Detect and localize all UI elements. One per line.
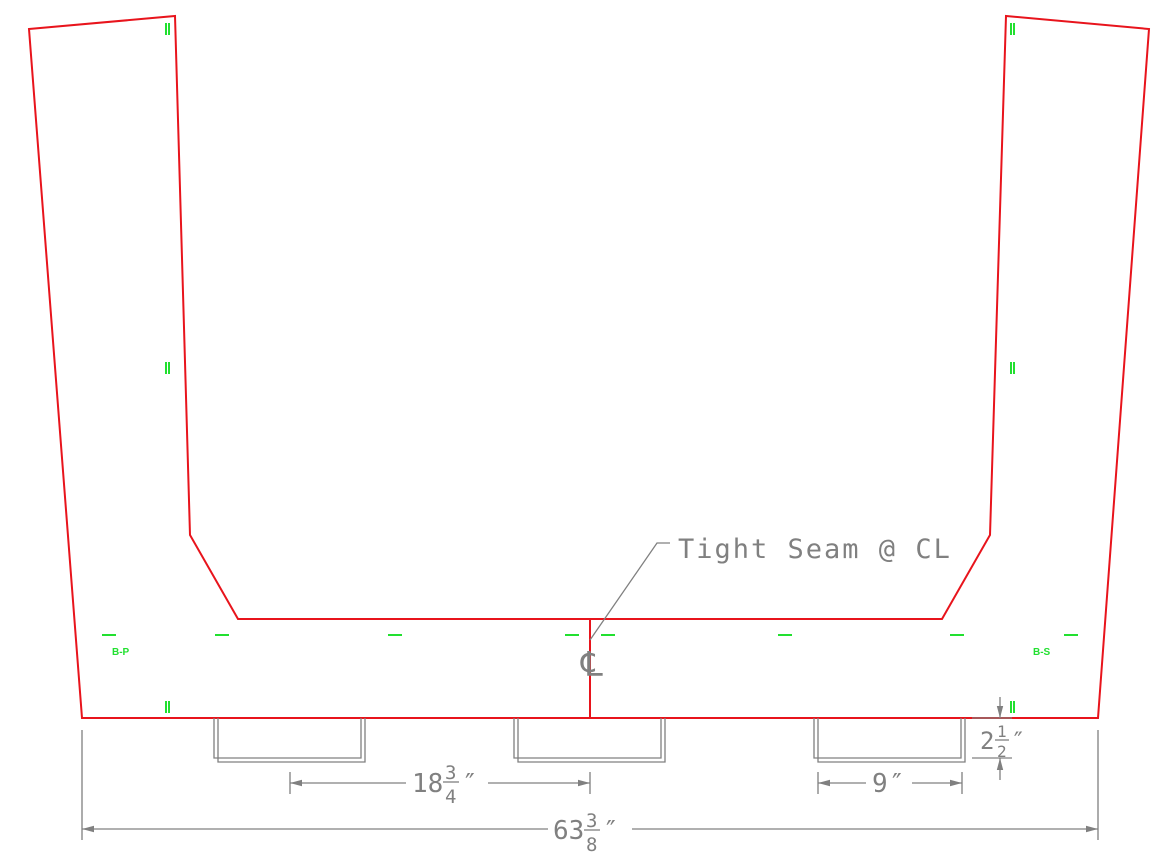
svg-text:18: 18 xyxy=(412,769,443,799)
svg-text:2: 2 xyxy=(980,727,994,755)
svg-text:8: 8 xyxy=(586,834,597,856)
svg-text:3: 3 xyxy=(586,810,597,832)
centerline-symbol: ℄ xyxy=(580,645,603,685)
svg-text:″: ″ xyxy=(462,769,478,799)
svg-text:″: ″ xyxy=(603,816,619,846)
half-dimension-text: 18 3 4 ″ xyxy=(412,762,478,808)
seam-leader xyxy=(589,542,670,641)
seam-note: Tight Seam @ CL xyxy=(678,534,952,565)
panel-outline xyxy=(27,14,1151,719)
alignment-marks xyxy=(102,23,1078,713)
port-label: B-P xyxy=(112,647,130,658)
svg-text:″: ″ xyxy=(889,769,905,799)
svg-text:63: 63 xyxy=(553,816,584,846)
svg-text:″: ″ xyxy=(1011,727,1025,755)
cutout-right xyxy=(813,718,966,763)
svg-text:9: 9 xyxy=(872,769,888,799)
svg-text:2: 2 xyxy=(997,742,1007,761)
cutout-width-text: 9 ″ xyxy=(872,769,905,799)
svg-text:3: 3 xyxy=(445,762,456,784)
cutout-left xyxy=(213,718,366,763)
overall-dimension-text: 63 3 8 ″ xyxy=(553,810,619,856)
cutout-depth-text: 2 1 2 ″ xyxy=(980,722,1025,761)
cutout-center xyxy=(513,718,666,763)
starboard-label: B-S xyxy=(1033,647,1051,658)
svg-text:1: 1 xyxy=(997,722,1007,741)
svg-text:4: 4 xyxy=(445,786,456,808)
